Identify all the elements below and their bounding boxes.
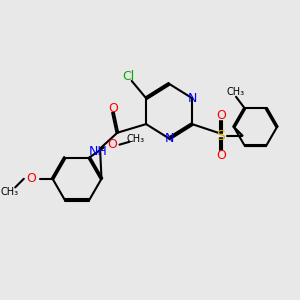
Text: O: O <box>108 102 118 115</box>
Text: O: O <box>216 109 226 122</box>
Text: O: O <box>216 149 226 162</box>
Text: CH₃: CH₃ <box>126 134 144 145</box>
Text: N: N <box>164 132 174 145</box>
Text: O: O <box>107 138 117 151</box>
Text: N: N <box>188 92 197 105</box>
Text: CH₃: CH₃ <box>227 87 245 97</box>
Text: NH: NH <box>89 145 108 158</box>
Text: S: S <box>217 129 225 142</box>
Text: O: O <box>27 172 37 185</box>
Text: Cl: Cl <box>123 70 135 83</box>
Text: CH₃: CH₃ <box>0 187 19 197</box>
